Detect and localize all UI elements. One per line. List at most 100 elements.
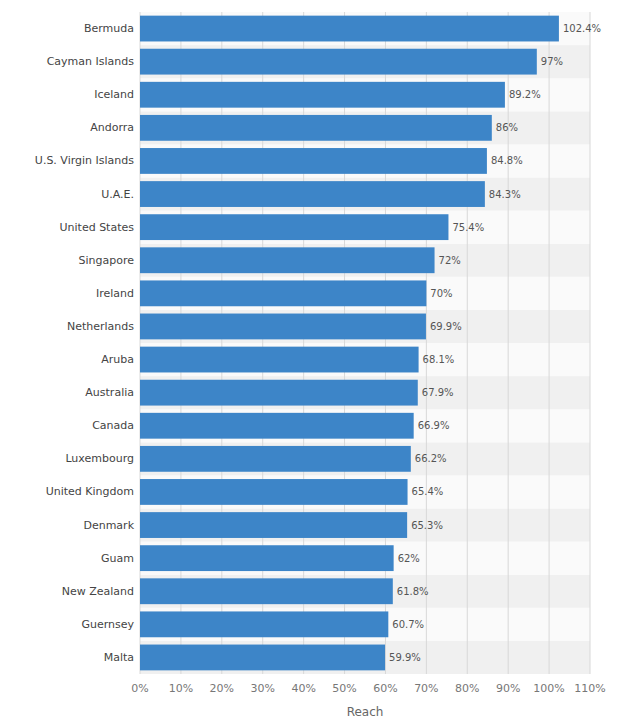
row-background	[140, 310, 590, 343]
bar	[140, 380, 418, 406]
data-label: 75.4%	[452, 222, 484, 233]
y-tick-label: United Kingdom	[46, 485, 134, 498]
grid-line	[385, 12, 386, 674]
data-label: 62%	[398, 553, 420, 564]
bar	[140, 578, 393, 604]
x-tick-label: 40%	[291, 682, 315, 695]
x-tick-label: 80%	[455, 682, 479, 695]
data-label: 69.9%	[430, 321, 462, 332]
bar	[140, 148, 487, 174]
row-background	[140, 12, 590, 45]
row-background	[140, 277, 590, 310]
y-tick-label: Guernsey	[81, 618, 134, 631]
bar	[140, 49, 537, 75]
y-tick-label: Aruba	[101, 353, 134, 366]
y-tick-label: Guam	[101, 552, 134, 565]
grid-line	[590, 12, 591, 674]
row-background	[140, 509, 590, 542]
bar	[140, 645, 385, 671]
bar	[140, 16, 559, 42]
row-background	[140, 211, 590, 244]
grid-line	[262, 12, 263, 674]
bar	[140, 115, 492, 141]
row-background	[140, 608, 590, 641]
bar	[140, 181, 485, 207]
x-tick-label: 50%	[332, 682, 356, 695]
grid-line	[221, 12, 222, 674]
y-tick-label: Iceland	[94, 88, 134, 101]
data-label: 68.1%	[423, 354, 455, 365]
grid-line	[467, 12, 468, 674]
grid-line	[426, 12, 427, 674]
grid-line	[549, 12, 550, 674]
x-axis: 0%10%20%30%40%50%60%70%80%90%100%110%	[131, 682, 605, 695]
bar	[140, 347, 419, 373]
x-tick-label: 100%	[533, 682, 564, 695]
chart-container: 0%10%20%30%40%50%60%70%80%90%100%110%Rea…	[0, 0, 620, 726]
bar	[140, 314, 426, 340]
grid-line	[508, 12, 509, 674]
grid	[140, 12, 590, 674]
row-background	[140, 575, 590, 608]
data-label: 70%	[430, 288, 452, 299]
bar	[140, 512, 407, 538]
grid-line	[344, 12, 345, 674]
data-label: 84.3%	[489, 189, 521, 200]
x-tick-label: 90%	[496, 682, 520, 695]
x-tick-label: 30%	[251, 682, 275, 695]
data-label: 86%	[496, 122, 518, 133]
row-background	[140, 144, 590, 177]
data-label: 61.8%	[397, 586, 429, 597]
row-background	[140, 442, 590, 475]
y-tick-label: Ireland	[96, 287, 134, 300]
x-tick-label: 20%	[210, 682, 234, 695]
x-tick-label: 60%	[373, 682, 397, 695]
bar	[140, 247, 435, 273]
bar	[140, 611, 388, 637]
data-label: 65.4%	[412, 486, 444, 497]
grid-line	[180, 12, 181, 674]
bar	[140, 82, 505, 108]
y-tick-label: Bermuda	[84, 22, 134, 35]
data-label: 102.4%	[563, 23, 601, 34]
y-tick-label: Netherlands	[67, 320, 134, 333]
data-label: 60.7%	[392, 619, 424, 630]
grid-line	[140, 12, 141, 674]
data-labels: 59.9%60.7%61.8%62%65.3%65.4%66.2%66.9%67…	[389, 23, 601, 663]
data-label: 67.9%	[422, 387, 454, 398]
y-tick-label: Luxembourg	[65, 452, 134, 465]
x-tick-label: 70%	[414, 682, 438, 695]
row-background	[140, 45, 590, 78]
y-tick-label: United States	[60, 221, 135, 234]
y-tick-label: Singapore	[79, 254, 135, 267]
bar	[140, 214, 448, 240]
y-tick-label: Canada	[92, 419, 134, 432]
data-label: 66.9%	[418, 420, 450, 431]
bar	[140, 446, 411, 472]
bar	[140, 545, 394, 571]
y-tick-label: Cayman Islands	[47, 55, 135, 68]
y-tick-label: New Zealand	[62, 585, 134, 598]
row-background	[140, 376, 590, 409]
bar	[140, 413, 414, 439]
row-background	[140, 542, 590, 575]
row-background	[140, 78, 590, 111]
y-tick-label: Denmark	[83, 519, 134, 532]
grid-line	[303, 12, 304, 674]
y-tick-label: Australia	[85, 386, 134, 399]
data-label: 97%	[541, 56, 563, 67]
row-background	[140, 641, 590, 674]
row-background	[140, 244, 590, 277]
bar	[140, 479, 408, 505]
x-tick-label: 110%	[574, 682, 605, 695]
y-tick-label: U.S. Virgin Islands	[35, 154, 134, 167]
data-label: 89.2%	[509, 89, 541, 100]
data-label: 66.2%	[415, 453, 447, 464]
chart: 0%10%20%30%40%50%60%70%80%90%100%110%Rea…	[0, 0, 620, 726]
row-background	[140, 409, 590, 442]
row-background	[140, 178, 590, 211]
data-label: 65.3%	[411, 520, 443, 531]
y-axis: MaltaGuernseyNew ZealandGuamDenmarkUnite…	[35, 22, 135, 664]
data-label: 84.8%	[491, 155, 523, 166]
data-label: 72%	[439, 255, 461, 266]
